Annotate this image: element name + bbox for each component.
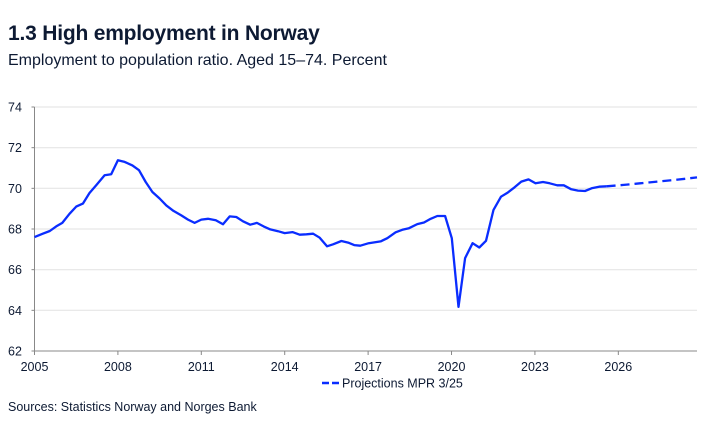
chart-title: 1.3 High employment in Norway [8,22,320,45]
y-tick-label: 72 [8,141,22,155]
employment-line [34,159,607,309]
y-tick-label: 62 [8,345,22,359]
y-tick-label: 74 [8,101,22,115]
x-tick-label: 2014 [271,360,299,374]
chart-subtitle: Employment to population ratio. Aged 15–… [8,52,387,69]
x-tick-label: 2026 [604,360,632,374]
legend: Projections MPR 3/25 [322,377,463,391]
y-tick-label: 64 [8,304,22,318]
x-tick-label: 2017 [354,360,382,374]
x-tick-label: 2008 [104,360,132,374]
y-tick-label: 70 [8,182,22,196]
projection-line [606,176,698,188]
source-note: Sources: Statistics Norway and Norges Ba… [8,400,257,414]
x-tick-label: 2020 [438,360,466,374]
y-tick-label: 66 [8,263,22,277]
y-tick-label: 68 [8,223,22,237]
legend-label: Projections MPR 3/25 [342,377,463,391]
x-tick-label: 2005 [21,360,49,374]
x-tick-label: 2023 [521,360,549,374]
x-tick-label: 2011 [188,360,215,374]
